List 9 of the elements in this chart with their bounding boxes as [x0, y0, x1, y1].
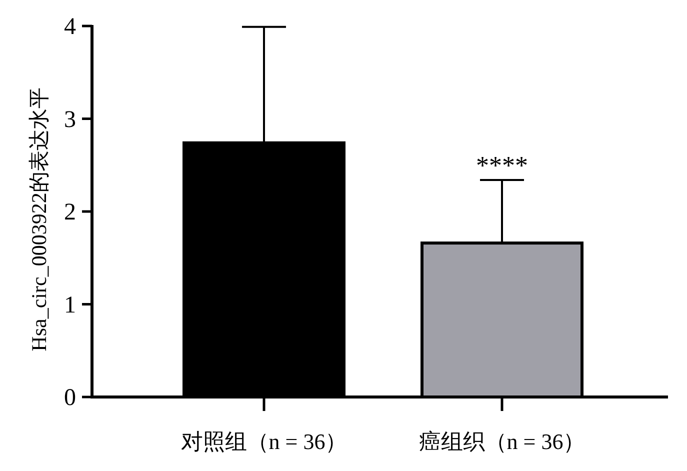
y-tick-label: 0 [64, 385, 76, 411]
x-tick-label: 癌组织（n = 36） [418, 429, 586, 454]
y-axis-title: Hsa_circ_0003922的表达水平 [27, 88, 51, 352]
y-tick-label: 1 [64, 292, 76, 318]
annotation: **** [476, 150, 528, 180]
y-tick-label: 2 [64, 200, 76, 226]
y-tick-label: 4 [64, 14, 76, 40]
y-tick-label: 3 [64, 106, 76, 133]
x-tick-label: 对照组（n = 36） [180, 429, 348, 454]
